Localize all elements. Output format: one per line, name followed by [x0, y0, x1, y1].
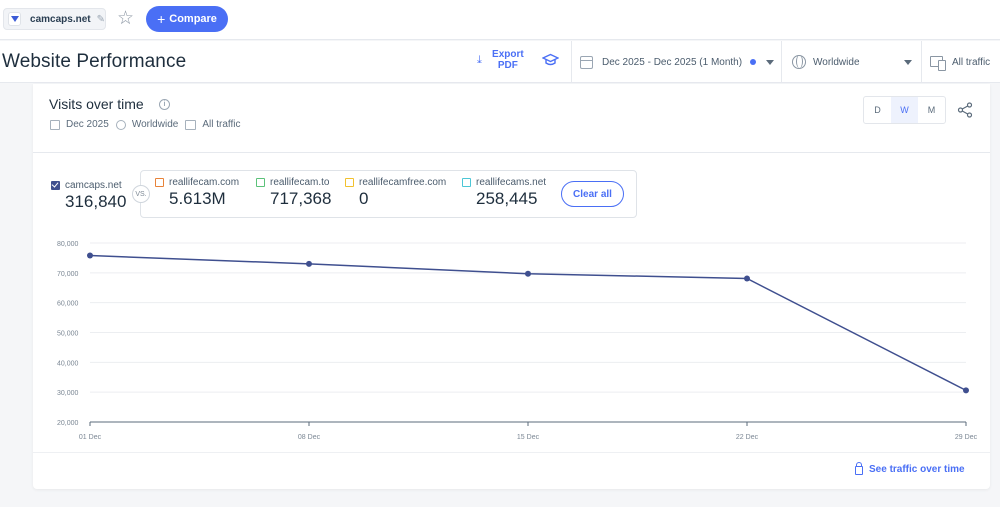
- y-tick-label: 50,000: [57, 331, 79, 338]
- info-icon[interactable]: i: [159, 99, 170, 110]
- competitor-legend[interactable]: reallifecamfree.com 0: [345, 177, 446, 209]
- card-title: Visits over time: [49, 96, 144, 112]
- checkbox-icon[interactable]: [345, 178, 354, 187]
- x-tick-label: 08 Dec: [298, 434, 321, 441]
- calendar-icon: [580, 55, 593, 69]
- competitor-value: 5.613M: [169, 189, 226, 208]
- calendar-icon: [50, 119, 60, 130]
- checkbox-icon[interactable]: [256, 178, 265, 187]
- competitor-label: reallifecamfree.com: [345, 177, 446, 188]
- y-tick-label: 30,000: [57, 390, 79, 397]
- x-tick-label: 01 Dec: [79, 434, 102, 441]
- granularity-month[interactable]: M: [927, 105, 936, 115]
- checkbox-icon[interactable]: [462, 178, 471, 187]
- main-site-label: camcaps.net: [51, 180, 126, 191]
- main-site-value: 316,840: [65, 192, 127, 211]
- competitor-legend[interactable]: reallifecams.net 258,445: [462, 177, 546, 209]
- devices-icon: [930, 55, 946, 71]
- share-icon[interactable]: [957, 102, 973, 118]
- site-favicon-icon: [8, 12, 22, 26]
- granularity-toggle: D W M: [863, 96, 946, 124]
- header-separator: [781, 41, 782, 83]
- export-pdf-button[interactable]: ⤓ Export PDF: [477, 49, 525, 71]
- competitor-value: 717,368: [270, 189, 332, 208]
- traffic-value: All traffic: [952, 56, 991, 68]
- competitors-box: reallifecam.com 5.613M reallifecam.to 71…: [140, 170, 637, 218]
- competitor-label: reallifecam.com: [155, 177, 239, 188]
- x-tick-label: 29 Dec: [955, 434, 978, 441]
- checkbox-icon[interactable]: [155, 178, 164, 187]
- header-bar: Website Performance ⤓ Export PDF Dec 202…: [0, 41, 1000, 83]
- granularity-day[interactable]: D: [874, 105, 881, 115]
- main-site-name: camcaps.net: [65, 180, 122, 191]
- y-tick-label: 70,000: [57, 271, 79, 278]
- card-meta: Dec 2025 Worldwide All traffic: [50, 119, 240, 130]
- data-point: [525, 270, 531, 277]
- chevron-down-icon: [904, 59, 912, 65]
- header-separator: [921, 41, 922, 83]
- meta-geo: Worldwide: [131, 119, 179, 130]
- visits-line-chart: 80,000 70,000 60,000 50,000 40,000 30,000 20,0…: [57, 241, 978, 441]
- granularity-week[interactable]: W: [891, 97, 918, 123]
- competitor-name: reallifecam.to: [270, 177, 330, 188]
- competitor-legend[interactable]: reallifecam.com 5.613M: [155, 177, 239, 209]
- clear-all-button[interactable]: Clear all: [561, 181, 624, 207]
- see-traffic-link[interactable]: See traffic over time: [855, 462, 965, 475]
- date-range-value: Dec 2025 - Dec 2025 (1 Month): [602, 56, 743, 68]
- devices-icon: [185, 119, 197, 130]
- plus-icon: +: [157, 11, 166, 27]
- page-title: Website Performance: [2, 51, 187, 72]
- site-name: camcaps.net: [30, 13, 91, 25]
- meta-date: Dec 2025: [66, 119, 109, 130]
- edit-pencil-icon[interactable]: ✎: [96, 13, 105, 25]
- header-separator: [571, 41, 572, 83]
- y-tick-label: 20,000: [57, 420, 79, 427]
- country-value: Worldwide: [813, 56, 860, 68]
- visits-over-time-card: Visits over time i Dec 2025 Worldwide Al…: [33, 84, 990, 489]
- competitor-legend[interactable]: reallifecam.to 717,368: [256, 177, 331, 209]
- compare-label: Compare: [169, 13, 217, 25]
- competitor-value: 258,445: [476, 189, 538, 208]
- checkbox-checked-icon[interactable]: [51, 181, 60, 190]
- chevron-down-icon: [766, 59, 775, 65]
- vs-badge: VS.: [132, 185, 150, 203]
- meta-traffic: All traffic: [202, 119, 241, 130]
- download-icon: ⤓: [477, 53, 482, 66]
- y-tick-label: 60,000: [57, 301, 79, 308]
- competitor-label: reallifecam.to: [256, 177, 331, 188]
- y-tick-label: 40,000: [57, 360, 79, 367]
- export-label: Export PDF: [492, 49, 524, 71]
- data-point: [963, 387, 969, 394]
- data-point: [87, 252, 93, 259]
- footer-divider: [33, 452, 990, 453]
- star-icon[interactable]: ☆: [117, 8, 135, 29]
- card-divider: [33, 152, 990, 153]
- x-tick-label: 22 Dec: [736, 434, 759, 441]
- competitor-name: reallifecams.net: [476, 177, 547, 188]
- date-range-selector[interactable]: Dec 2025 - Dec 2025 (1 Month): [580, 41, 775, 83]
- status-dot: [750, 59, 757, 65]
- data-point: [744, 275, 750, 282]
- site-chip[interactable]: camcaps.net ✎: [3, 8, 106, 30]
- lock-icon: [855, 462, 863, 475]
- top-bar: camcaps.net ✎ ☆ + Compare: [0, 0, 1000, 40]
- competitor-name: reallifecamfree.com: [359, 177, 447, 188]
- globe-icon: [115, 119, 126, 130]
- see-traffic-label: See traffic over time: [869, 464, 965, 475]
- y-tick-label: 80,000: [57, 241, 79, 248]
- graduation-cap-icon[interactable]: [541, 53, 560, 70]
- x-tick-label: 15 Dec: [517, 434, 540, 441]
- graduation-cap-svg: [541, 53, 560, 66]
- globe-icon: [792, 55, 806, 69]
- data-point: [306, 260, 312, 267]
- competitor-name: reallifecam.com: [169, 177, 240, 188]
- competitor-value: 0: [359, 189, 369, 208]
- compare-button[interactable]: + Compare: [146, 6, 228, 32]
- traffic-type-selector[interactable]: All traffic: [930, 41, 990, 83]
- country-selector[interactable]: Worldwide: [792, 41, 912, 83]
- main-site-legend[interactable]: camcaps.net 316,840: [51, 180, 126, 212]
- competitor-label: reallifecams.net: [462, 177, 546, 188]
